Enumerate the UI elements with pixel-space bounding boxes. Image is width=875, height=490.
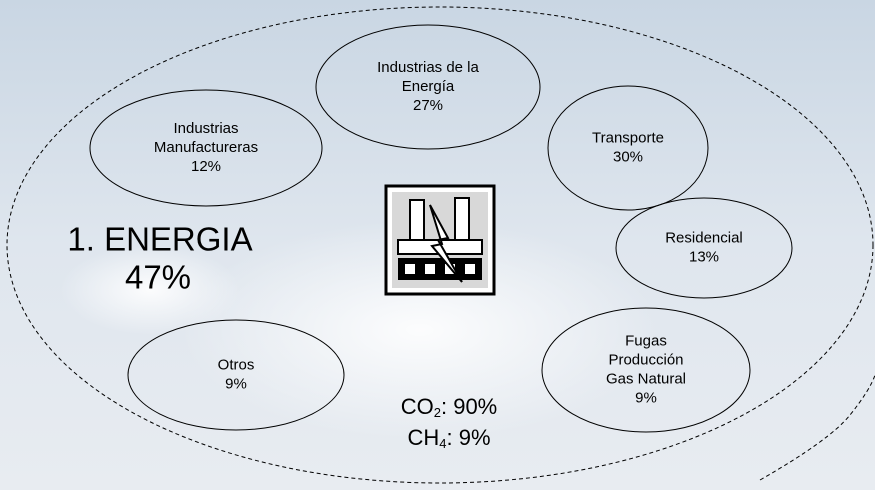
diagram: 1. ENERGIA 47% Industrias de la Energía 27…	[0, 0, 875, 490]
node-percent: 9%	[635, 389, 657, 406]
energy-icon	[386, 186, 494, 294]
node-percent: 27%	[413, 97, 443, 114]
sector-title: 1. ENERGIA	[67, 221, 252, 258]
node-percent: 30%	[613, 148, 643, 165]
node-percent: 9%	[225, 375, 247, 392]
gas-value: : 90%	[441, 394, 497, 419]
node-label: Industrias de la	[377, 59, 479, 76]
node-percent: 12%	[191, 158, 221, 175]
node-percent: 13%	[689, 248, 719, 265]
node-label: Producción	[608, 351, 683, 368]
node-label: Gas Natural	[606, 370, 686, 387]
node-label: Manufactureras	[154, 139, 258, 156]
gas-formula: CH	[407, 425, 439, 450]
node-label: Industrias	[173, 120, 238, 137]
node-label: Fugas	[625, 332, 667, 349]
gas-value: : 9%	[446, 425, 490, 450]
gas-formula: CO	[401, 394, 434, 419]
gas-share: CO2: 90%	[401, 394, 498, 421]
gas-subscript: 2	[434, 405, 441, 420]
node-label: Otros	[218, 356, 255, 373]
gas-share: CH4: 9%	[407, 425, 490, 452]
node-label: Transporte	[592, 129, 664, 146]
node-label: Energía	[402, 78, 455, 95]
sector-share: 47%	[125, 259, 191, 296]
gas-subscript: 4	[439, 436, 446, 451]
node-label: Residencial	[665, 229, 743, 246]
